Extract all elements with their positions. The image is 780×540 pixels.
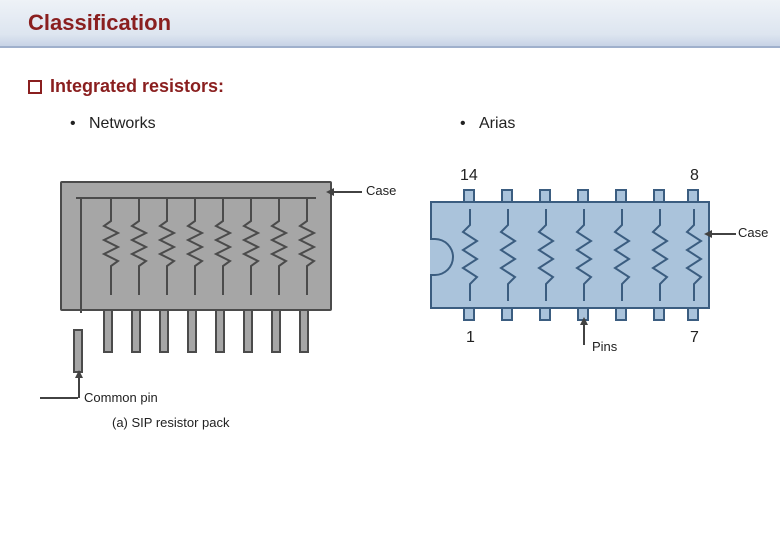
resistor-icon [687, 219, 701, 291]
resistor-icon [216, 217, 230, 273]
dip-pin-top [577, 189, 589, 203]
sip-common-pin [73, 329, 83, 373]
callout-line [40, 397, 78, 399]
resistor-icon [463, 219, 477, 291]
resistor-icon [104, 217, 118, 273]
bullet-columns: • Networks • Arias [0, 115, 780, 133]
dip-resistor-slot [648, 209, 672, 301]
square-bullet-icon [28, 80, 42, 94]
dip-resistor-slot [496, 209, 520, 301]
dip-pin-top [653, 189, 665, 203]
sip-resistor-tail [110, 273, 112, 295]
dip-resistor-slot [534, 209, 558, 301]
sip-pin [243, 309, 253, 353]
dip-pin-top [687, 189, 699, 203]
header-band: Classification [0, 0, 780, 48]
dip-pin-bottom [501, 307, 513, 321]
dip-pin-top [615, 189, 627, 203]
arrow-icon [75, 370, 83, 378]
sip-resistor-slot [268, 197, 290, 295]
page-title: Classification [28, 10, 171, 36]
sip-pin [299, 309, 309, 353]
dip-resistor-slot [458, 209, 482, 301]
sip-resistor-slot [100, 197, 122, 295]
resistor-icon [132, 217, 146, 273]
dip-diagram: 14 8 1 7 Case Pins [420, 161, 770, 391]
sip-pin [215, 309, 225, 353]
callout-line [583, 323, 585, 345]
arrow-icon [326, 188, 334, 196]
resistor-icon [244, 217, 258, 273]
sip-resistor-slot [128, 197, 150, 295]
resistor-icon [501, 219, 515, 291]
resistor-icon [577, 219, 591, 291]
resistor-icon [539, 219, 553, 291]
sip-resistor-slot [156, 197, 178, 295]
left-column: • Networks [0, 115, 390, 133]
resistor-icon [272, 217, 286, 273]
sip-pin [271, 309, 281, 353]
callout-line [78, 376, 80, 398]
sip-pin [131, 309, 141, 353]
sip-pin [187, 309, 197, 353]
dip-pin-bottom [539, 307, 551, 321]
dip-resistor-slot [682, 209, 706, 301]
dip-pin-top [501, 189, 513, 203]
sip-common-stem [80, 197, 82, 313]
dip-pin-num-bottom-right: 7 [690, 329, 699, 347]
bullet-item-left: • Networks [70, 115, 156, 132]
callout-line [332, 191, 362, 193]
sip-case-label: Case [366, 183, 396, 198]
dip-pin-bottom [615, 307, 627, 321]
resistor-icon [653, 219, 667, 291]
resistor-icon [300, 217, 314, 273]
dip-pin-num-top-left: 14 [460, 167, 478, 185]
dip-pin-bottom [463, 307, 475, 321]
sip-pin [159, 309, 169, 353]
dip-resistor-slot [610, 209, 634, 301]
dip-pins-label: Pins [592, 339, 617, 354]
sip-resistor-stem [110, 197, 112, 217]
dip-pin-num-top-right: 8 [690, 167, 699, 185]
dip-pin-top [463, 189, 475, 203]
diagram-area: Case Common pin (a) SIP resistor pack [0, 161, 780, 441]
dip-pin-top [539, 189, 551, 203]
sip-common-pin-label: Common pin [84, 390, 158, 405]
resistor-icon [188, 217, 202, 273]
callout-line [710, 233, 736, 235]
sip-case [60, 181, 332, 311]
arrow-icon [704, 230, 712, 238]
section-heading: Integrated resistors: [50, 76, 224, 97]
bullet-item-right: • Arias [460, 115, 515, 132]
resistor-icon [615, 219, 629, 291]
dip-resistor-slot [572, 209, 596, 301]
sip-diagram: Case Common pin (a) SIP resistor pack [40, 161, 400, 441]
right-column: • Arias [390, 115, 780, 133]
sip-resistor-slot [212, 197, 234, 295]
sip-caption: (a) SIP resistor pack [112, 415, 230, 430]
sip-resistor-slot [240, 197, 262, 295]
resistor-icon [160, 217, 174, 273]
sip-resistor-slot [296, 197, 318, 295]
dip-case-label: Case [738, 225, 768, 240]
sip-pin [103, 309, 113, 353]
dip-pin-bottom [653, 307, 665, 321]
dip-pin-bottom [687, 307, 699, 321]
sip-resistor-slot [184, 197, 206, 295]
bullet-item-right-label: Arias [479, 115, 515, 132]
arrow-icon [580, 317, 588, 325]
bullet-item-left-label: Networks [89, 115, 156, 132]
dip-notch [430, 238, 454, 276]
dip-pin-num-bottom-left: 1 [466, 329, 475, 347]
section-heading-row: Integrated resistors: [0, 48, 780, 97]
